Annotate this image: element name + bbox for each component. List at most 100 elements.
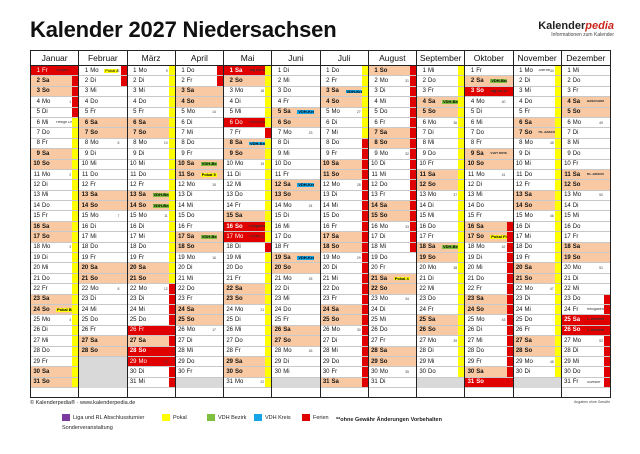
day-cell[interactable]: 4 Di	[224, 97, 272, 108]
day-cell[interactable]: 24 Fr	[417, 304, 465, 316]
day-cell[interactable]: 4 Do	[79, 97, 127, 108]
day-cell[interactable]: 17MoPfingstmontag20	[224, 232, 272, 243]
day-cell[interactable]: 1 Fr	[465, 66, 513, 77]
day-cell[interactable]: 17 Mi	[513, 232, 561, 243]
day-cell[interactable]: 19 So	[417, 253, 465, 264]
day-cell[interactable]: 22 Mi	[561, 284, 610, 295]
day-cell[interactable]: 11 Fr	[272, 170, 320, 181]
day-cell[interactable]: 23 Mi	[272, 295, 320, 305]
day-cell[interactable]: 28 Mo 26	[272, 347, 320, 357]
day-cell[interactable]: 4 Fr	[272, 97, 320, 108]
day-cell[interactable]: 27 So	[272, 336, 320, 347]
day-cell[interactable]: 16 Di	[513, 221, 561, 233]
day-cell[interactable]: 24 Sa	[320, 304, 368, 316]
day-cell[interactable]: 22 Mi	[417, 284, 465, 295]
day-cell[interactable]: 7 Do	[31, 128, 79, 139]
day-cell[interactable]: 16 Mi	[272, 222, 320, 233]
day-cell[interactable]: 19 Mo 16	[175, 253, 223, 264]
day-cell[interactable]: 17 Di	[368, 232, 416, 243]
day-cell[interactable]: 9 Mi	[272, 149, 320, 160]
day-cell[interactable]: 13 Di	[175, 191, 223, 202]
day-cell[interactable]: 29 Mo 13	[127, 356, 175, 368]
day-cell[interactable]: 16 Do	[417, 221, 465, 233]
day-cell[interactable]: 7 Di	[561, 128, 610, 139]
day-cell[interactable]: 10 Fr	[561, 160, 610, 170]
day-cell[interactable]: 15 Mo 46	[513, 211, 561, 222]
day-cell[interactable]: 4 Mo 1	[31, 97, 79, 108]
day-cell[interactable]: 30 Fr	[320, 367, 368, 378]
day-cell[interactable]: 14 Mo 24	[272, 201, 320, 212]
day-cell[interactable]: 14 Mi	[320, 201, 368, 212]
day-cell[interactable]: 1 Fr Neujahr	[31, 66, 79, 77]
day-cell[interactable]: 11 Mo 2	[31, 169, 79, 181]
day-cell[interactable]: 26 Fr	[513, 325, 561, 337]
day-cell[interactable]: 12 Di	[465, 180, 513, 191]
day-cell[interactable]: 16 Sa	[31, 221, 79, 233]
day-cell[interactable]: 6 So	[272, 117, 320, 129]
day-cell[interactable]: 25 Fr	[272, 315, 320, 326]
day-cell[interactable]: 20 Mi	[31, 263, 79, 274]
day-cell[interactable]: 24 So	[465, 304, 513, 316]
day-cell[interactable]: 23 Di	[79, 295, 127, 305]
day-cell[interactable]: 26 Fr	[127, 325, 175, 337]
day-cell[interactable]: 16 Mo 33	[368, 221, 416, 233]
day-cell[interactable]: 7 So	[79, 128, 127, 139]
day-cell[interactable]: 16 Do	[561, 222, 610, 233]
day-cell[interactable]: 29 So	[368, 356, 416, 368]
day-cell[interactable]: 9 Do	[417, 149, 465, 160]
day-cell[interactable]: 3 Mi	[513, 86, 561, 98]
day-cell[interactable]: 11 Mi	[368, 169, 416, 181]
day-cell[interactable]: 3 Do	[272, 87, 320, 98]
day-cell[interactable]: 16 Di	[79, 222, 127, 233]
day-cell[interactable]: 2 Mi	[272, 76, 320, 87]
day-cell[interactable]: 10 Mi	[127, 159, 175, 170]
day-cell[interactable]: 29 Sa	[224, 356, 272, 368]
day-cell[interactable]: 15 Mi	[417, 211, 465, 222]
day-cell[interactable]: 22 Mo 12	[127, 284, 175, 295]
day-cell[interactable]: 27 Di	[175, 336, 223, 347]
day-cell[interactable]: 11 Mo 41	[465, 170, 513, 181]
day-cell[interactable]: 21 Do	[31, 273, 79, 285]
day-cell[interactable]: 3 Di	[368, 86, 416, 98]
day-cell[interactable]: 19 Mo 29	[320, 253, 368, 264]
day-cell[interactable]: 26 Mi	[224, 325, 272, 337]
day-cell[interactable]: 5 Do	[368, 107, 416, 118]
day-cell[interactable]: 31 So	[31, 377, 79, 389]
day-cell[interactable]: 18 Mi	[368, 242, 416, 254]
day-cell[interactable]: 14 Mi	[175, 201, 223, 212]
day-cell[interactable]: 14 Fr	[224, 201, 272, 212]
day-cell[interactable]: 20 Do	[224, 263, 272, 274]
day-cell[interactable]: 16SoPfingstsonntag	[224, 221, 272, 233]
day-cell[interactable]: 28 Sa	[368, 346, 416, 357]
day-cell[interactable]: 22 Fr	[31, 284, 79, 295]
day-cell[interactable]: 13 Sa	[513, 190, 561, 202]
day-cell[interactable]: 18 Sa	[561, 242, 610, 254]
day-cell[interactable]: 22 Sa	[224, 284, 272, 295]
day-cell[interactable]: 29 Fr	[465, 356, 513, 368]
day-cell[interactable]: 10 Di	[368, 159, 416, 170]
day-cell[interactable]: 22 Di	[272, 284, 320, 295]
day-cell[interactable]: 7 Sa	[368, 128, 416, 139]
day-cell[interactable]: 9 Mo 32	[368, 149, 416, 160]
day-cell[interactable]: 20 Fr	[368, 263, 416, 274]
day-cell[interactable]: 3 Mi	[79, 87, 127, 98]
day-cell[interactable]: 7 Di	[417, 128, 465, 139]
day-cell[interactable]: 12 Fr	[127, 180, 175, 191]
day-cell[interactable]: 1 Mo 9	[127, 66, 175, 77]
day-cell[interactable]: 13 Mi	[31, 190, 79, 202]
day-cell[interactable]: 17 Fr	[417, 232, 465, 243]
day-cell[interactable]: 4 So	[320, 97, 368, 108]
day-cell[interactable]: 9 Fr	[175, 149, 223, 160]
day-cell[interactable]: 6 Fr	[368, 117, 416, 129]
day-cell[interactable]: 11 Di	[224, 169, 272, 181]
day-cell[interactable]: 18 So	[175, 242, 223, 254]
day-cell[interactable]: 16 Fr	[320, 221, 368, 233]
day-cell[interactable]: 10 Fr	[417, 159, 465, 170]
day-cell[interactable]: 8 Mo 45	[513, 138, 561, 150]
